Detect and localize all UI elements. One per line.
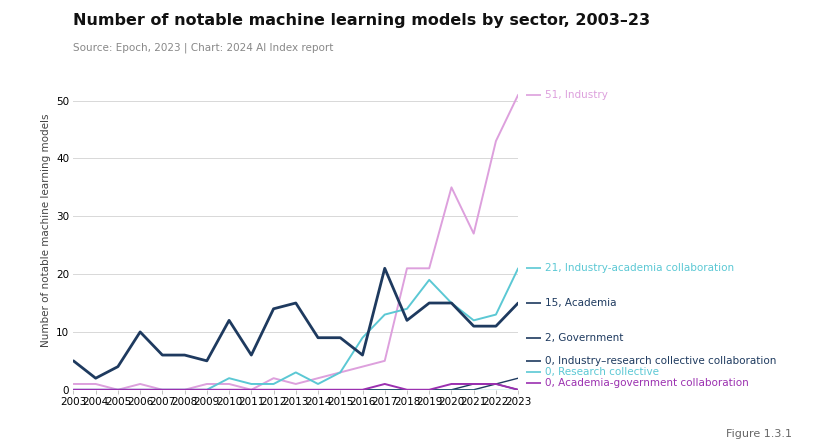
Text: Figure 1.3.1: Figure 1.3.1 bbox=[725, 429, 792, 439]
Text: Number of notable machine learning models by sector, 2003–23: Number of notable machine learning model… bbox=[73, 13, 650, 28]
Text: 51, Industry: 51, Industry bbox=[545, 90, 608, 100]
Text: 2, Government: 2, Government bbox=[545, 333, 623, 343]
Text: 15, Academia: 15, Academia bbox=[545, 298, 617, 308]
Text: 0, Industry–research collective collaboration: 0, Industry–research collective collabor… bbox=[545, 356, 777, 366]
Y-axis label: Number of notable machine learning models: Number of notable machine learning model… bbox=[41, 114, 51, 348]
Text: 21, Industry-academia collaboration: 21, Industry-academia collaboration bbox=[545, 263, 734, 273]
Text: Source: Epoch, 2023 | Chart: 2024 AI Index report: Source: Epoch, 2023 | Chart: 2024 AI Ind… bbox=[73, 43, 334, 53]
Text: 0, Academia-government collaboration: 0, Academia-government collaboration bbox=[545, 378, 749, 388]
Text: 0, Research collective: 0, Research collective bbox=[545, 367, 659, 377]
